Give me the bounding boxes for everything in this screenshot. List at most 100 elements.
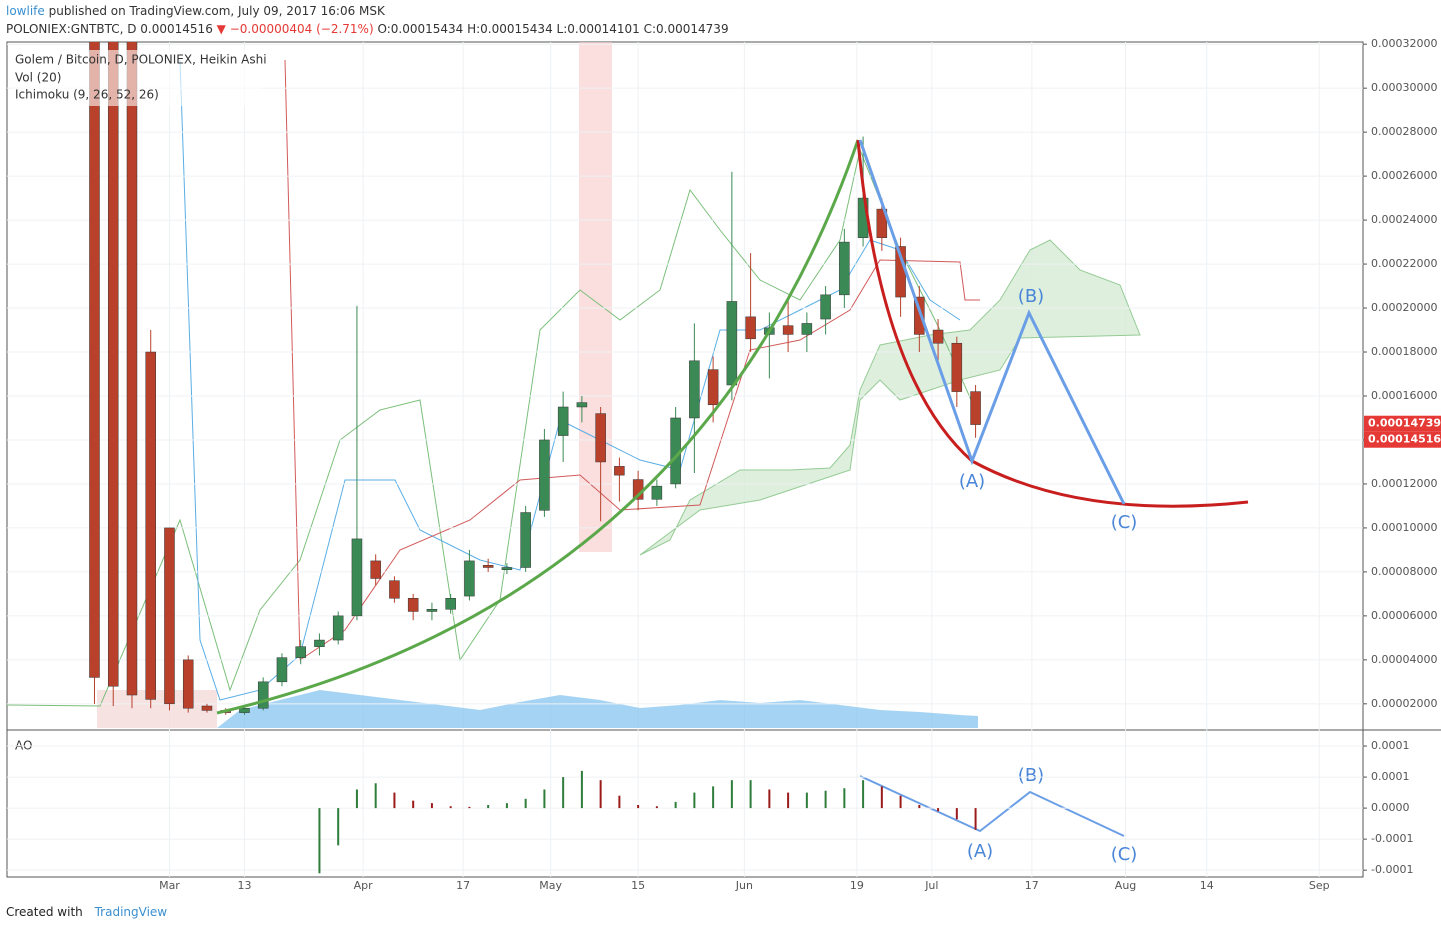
y-tick-label: 0.00010000	[1371, 521, 1437, 534]
x-tick-label: 19	[850, 879, 864, 892]
ao-bar	[918, 805, 921, 809]
wave-label: (B)	[1018, 765, 1044, 786]
candle-body	[314, 639, 325, 647]
candle-body	[107, 42, 119, 687]
y-tick-label: 0.00024000	[1371, 213, 1437, 226]
price-marker	[1364, 415, 1441, 432]
candle-body	[145, 351, 156, 700]
price-marker-label: 0.00014739	[1368, 417, 1441, 430]
ao-bar	[880, 786, 883, 809]
ao-bar	[487, 805, 490, 809]
ao-bar	[449, 806, 452, 809]
candle-body	[914, 296, 925, 335]
ao-bar	[637, 805, 640, 809]
high: H:0.00015434	[467, 22, 553, 36]
ao-bar	[599, 780, 602, 809]
ao-bar	[862, 780, 865, 809]
x-tick-label: Jun	[735, 879, 753, 892]
candle-body	[557, 406, 569, 436]
ao-bar	[505, 803, 508, 809]
candles	[89, 42, 981, 715]
ao-bar	[768, 789, 771, 809]
candle-body	[876, 208, 888, 238]
y-tick-label: 0.0001	[1371, 739, 1410, 752]
ao-bar	[787, 792, 790, 809]
ichimoku-lagging	[7, 148, 981, 707]
y-tick-label: 0.00028000	[1371, 125, 1437, 138]
ao-bar	[805, 792, 808, 809]
candle-body	[501, 567, 513, 570]
frame	[6, 41, 1364, 878]
y-tick-label: 0.0000	[1371, 801, 1410, 814]
legend-title: Golem / Bitcoin, D, POLONIEX, Heikin Ash…	[15, 53, 267, 67]
candle-body	[445, 598, 456, 610]
ichimoku-cloud	[639, 239, 1141, 556]
wave-label: (B)	[1018, 286, 1044, 307]
ao-bar	[655, 806, 658, 809]
x-tick-label: Mar	[159, 879, 180, 892]
ichimoku-base	[284, 59, 980, 661]
ao-bar	[468, 806, 471, 809]
ao-bar	[412, 800, 415, 809]
candle-body	[726, 301, 738, 386]
candle-body	[576, 402, 588, 408]
candle-body	[801, 323, 813, 335]
ao-bar	[374, 783, 377, 809]
ao-bar	[824, 790, 827, 809]
ao-bar	[899, 795, 902, 809]
candle-body	[201, 705, 213, 711]
candle-body	[426, 609, 438, 612]
candle-body	[707, 369, 719, 406]
candle-body	[370, 560, 381, 579]
wave-label: (A)	[967, 841, 993, 862]
candle-body	[520, 512, 531, 568]
y-tick-label: 0.00022000	[1371, 257, 1437, 270]
trend-curve	[216, 139, 860, 715]
x-tick-label: Aug	[1115, 879, 1136, 892]
ao-bar	[337, 808, 340, 846]
y-tick-label: -0.0001	[1371, 832, 1413, 845]
candle-body	[464, 560, 475, 597]
legend-bg	[12, 50, 262, 106]
y-tick-label: 0.00012000	[1371, 477, 1437, 490]
y-tick-label: 0.00030000	[1371, 81, 1437, 94]
ao-bar	[524, 798, 527, 809]
drawings: (A) (B) (C) (A) (B) (C)	[216, 139, 1249, 865]
y-tick-label: 0.00032000	[1371, 37, 1437, 50]
ao-bar	[937, 808, 940, 812]
ichimoku-shade	[579, 42, 612, 552]
y-tick-label: 0.00002000	[1371, 697, 1437, 710]
ichimoku-shade	[97, 690, 217, 728]
candle-body	[239, 707, 250, 713]
ao-bar	[318, 808, 321, 874]
ao-bar	[618, 795, 621, 809]
y-tick-label: 0.00016000	[1371, 389, 1437, 402]
y-tick-label: 0.00018000	[1371, 345, 1437, 358]
candle-body	[482, 565, 494, 568]
x-tick-label: 17	[456, 879, 470, 892]
ao-bar	[730, 780, 733, 809]
ao-bar	[580, 770, 583, 809]
candle-body	[820, 294, 831, 320]
symbol: POLONIEX:GNTBTC, D	[6, 22, 137, 36]
ao-bar	[749, 780, 752, 809]
ichimoku-conversion	[179, 59, 961, 701]
ao-bar	[543, 789, 546, 809]
x-tick-label: 17	[1025, 879, 1039, 892]
y-tick-label: 0.00020000	[1371, 301, 1437, 314]
user[interactable]: lowlife	[6, 4, 45, 18]
candle-body	[595, 413, 606, 463]
legend-indicator: Ichimoku (9, 26, 52, 26)	[15, 88, 159, 102]
candle-body	[651, 485, 663, 500]
candle-body	[89, 42, 100, 678]
brand[interactable]: TradingView	[94, 905, 168, 919]
x-tick-label: Apr	[354, 879, 374, 892]
candle-body	[970, 391, 981, 425]
background-drawings	[7, 42, 1363, 728]
wave-label: (A)	[959, 471, 985, 492]
low: L:0.00014101	[556, 22, 640, 36]
candle-body	[839, 241, 850, 296]
ao-bar	[955, 808, 958, 820]
candle-body	[782, 325, 794, 335]
